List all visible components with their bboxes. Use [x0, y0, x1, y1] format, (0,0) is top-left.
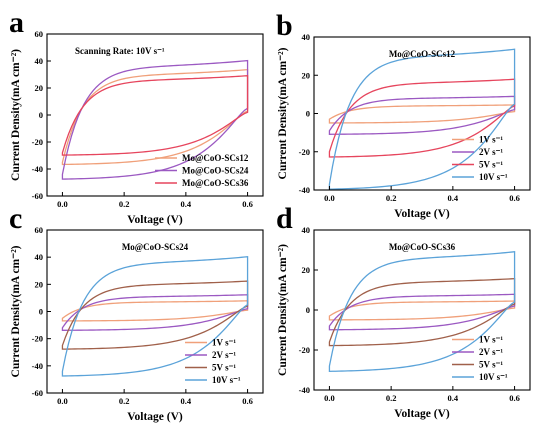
plot-area [328, 251, 516, 373]
panel-letter: d [276, 202, 293, 235]
y-tick-label: -40 [299, 185, 310, 195]
legend-label: 10V s⁻¹ [212, 375, 241, 385]
series-line-2 [328, 293, 516, 331]
x-tick-label: 0.4 [448, 393, 459, 403]
y-tick-label: 0 [306, 305, 310, 315]
y-tick-label: 20 [302, 265, 311, 275]
y-tick-label: 60 [35, 29, 44, 39]
x-axis-title: Voltage (V) [127, 411, 183, 423]
chart-annotation: Mo@CoO-SCs24 [122, 242, 189, 252]
series-line-2 [61, 294, 249, 331]
y-tick-label: -60 [32, 191, 43, 201]
y-tick-label: 40 [35, 56, 44, 66]
legend-label: 5V s⁻¹ [479, 160, 503, 170]
plot-area [328, 48, 516, 190]
chart-annotation: Mo@CoO-SCs36 [389, 242, 456, 252]
legend-label: 2V s⁻¹ [212, 350, 236, 360]
y-tick-label: -20 [299, 147, 310, 157]
x-tick-label: 0.6 [509, 393, 520, 403]
legend-label: 5V s⁻¹ [212, 363, 236, 373]
y-tick-label: -40 [32, 164, 43, 174]
legend-label: 1V s⁻¹ [479, 335, 503, 345]
legend-label: 10V s⁻¹ [479, 172, 508, 182]
panel-d: 0.0 0.2 0.4 0.6 -40 -20 0 20 40 Voltage (V) Curren… [276, 202, 531, 420]
x-tick-label: 0.0 [324, 393, 335, 403]
x-axis-title: Voltage (V) [394, 408, 450, 420]
panel-a: 0.0 0.2 0.4 0.6 -60 -40 -20 0 20 40 60 Voltage (V) C… [9, 6, 264, 226]
y-tick-label: 40 [302, 225, 311, 235]
series-line-1 [328, 104, 516, 124]
legend-label: 2V s⁻¹ [479, 347, 503, 357]
y-tick-label: 0 [39, 307, 43, 317]
chart-annotation: Scanning Rate: 10V s⁻¹ [75, 46, 165, 56]
legend-label: 2V s⁻¹ [479, 147, 503, 157]
x-tick-label: 0.6 [509, 193, 520, 203]
x-tick-label: 0.0 [57, 396, 68, 406]
y-axis-title: Current Density(mA cm⁻²) [277, 244, 289, 376]
legend-label: Mo@CoO-SCs36 [182, 178, 249, 188]
legend-label: 10V s⁻¹ [479, 372, 508, 382]
x-tick-label: 0.6 [242, 396, 253, 406]
series-line-3 [328, 277, 516, 347]
x-tick-label: 0.2 [119, 396, 130, 406]
y-tick-label: 20 [35, 83, 44, 93]
x-tick-label: 0.4 [181, 199, 192, 209]
y-axis-title: Current Density(mA cm⁻²) [277, 47, 289, 179]
legend-label: 1V s⁻¹ [212, 338, 236, 348]
chart-annotation: Mo@CoO-SCs12 [389, 49, 456, 59]
x-tick-label: 0.2 [386, 393, 397, 403]
y-tick-label: 20 [35, 279, 44, 289]
series-line-4 [328, 251, 516, 373]
x-tick-label: 0.4 [448, 193, 459, 203]
legend-label: Mo@CoO-SCs24 [182, 166, 249, 176]
plot-area [61, 256, 249, 377]
series-line-3 [61, 280, 249, 350]
series-line-2 [328, 95, 516, 135]
panel-letter: c [9, 202, 22, 235]
legend-label: Mo@CoO-SCs12 [182, 153, 249, 163]
x-tick-label: 0.6 [242, 199, 253, 209]
series-line-1 [328, 300, 516, 321]
panel-letter: b [276, 9, 293, 42]
series-line-4 [328, 48, 516, 190]
x-tick-label: 0.2 [119, 199, 130, 209]
plot-area [61, 59, 249, 180]
y-axis-title: Current Density(mA cm⁻²) [10, 49, 22, 181]
legend-label: 1V s⁻¹ [479, 135, 503, 145]
x-tick-label: 0.2 [386, 193, 397, 203]
y-tick-label: 40 [35, 252, 44, 262]
y-tick-label: 0 [39, 110, 43, 120]
y-tick-label: 0 [306, 109, 310, 119]
legend-label: 5V s⁻¹ [479, 360, 503, 370]
series-line-1 [61, 300, 249, 322]
panel-c: 0.0 0.2 0.4 0.6 -60 -40 -20 0 20 40 60 Voltage (V) C… [9, 202, 264, 423]
y-tick-label: -20 [32, 137, 43, 147]
y-tick-label: -60 [32, 388, 43, 398]
series-line-4 [61, 256, 249, 377]
panel-b: 0.0 0.2 0.4 0.6 -40 -20 0 20 40 Voltage (V) Curren… [276, 9, 531, 220]
x-tick-label: 0.0 [324, 193, 335, 203]
y-tick-label: -40 [299, 385, 310, 395]
x-axis-title: Voltage (V) [127, 214, 183, 226]
y-tick-label: -20 [299, 345, 310, 355]
y-tick-label: 40 [302, 32, 311, 42]
x-tick-label: 0.4 [181, 396, 192, 406]
panel-letter: a [9, 6, 24, 39]
y-tick-label: 20 [302, 70, 311, 80]
series-line-3 [328, 78, 516, 158]
y-axis-title: Current Density(mA cm⁻²) [10, 245, 22, 377]
x-axis-title: Voltage (V) [394, 208, 450, 220]
y-tick-label: -20 [32, 334, 43, 344]
y-tick-label: 60 [35, 225, 44, 235]
y-tick-label: -40 [32, 361, 43, 371]
series-line-3 [61, 75, 249, 156]
x-tick-label: 0.0 [57, 199, 68, 209]
